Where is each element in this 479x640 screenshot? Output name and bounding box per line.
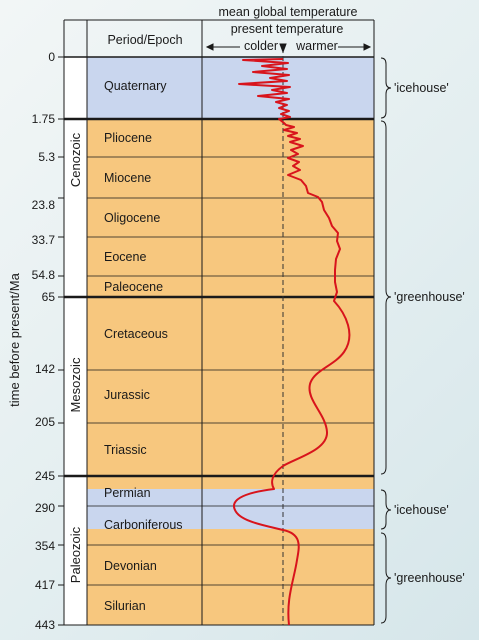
period-label: Carboniferous bbox=[104, 518, 183, 532]
permo-carboniferous-icehouse-band bbox=[87, 489, 374, 529]
tick-label: 417 bbox=[35, 578, 55, 592]
tick-label: 65 bbox=[42, 290, 56, 304]
period-label: Devonian bbox=[104, 559, 157, 573]
tick-label: 33.7 bbox=[32, 233, 56, 247]
climate-state-label: 'icehouse' bbox=[394, 503, 449, 517]
era-column bbox=[64, 57, 87, 625]
tick-label: 245 bbox=[35, 469, 55, 483]
chart-title: mean global temperature bbox=[219, 5, 358, 19]
table-frame bbox=[63, 19, 375, 626]
y-axis-label: time before present/Ma bbox=[7, 272, 22, 406]
row-dividers bbox=[87, 156, 374, 586]
era-label-cenozoic: Cenozoic bbox=[68, 132, 83, 187]
tick-label: 142 bbox=[35, 362, 55, 376]
period-label: Pliocene bbox=[104, 131, 152, 145]
climate-state-label: 'greenhouse' bbox=[394, 290, 465, 304]
period-label: Miocene bbox=[104, 171, 151, 185]
climate-state-label: 'icehouse' bbox=[394, 81, 449, 95]
period-label: Permian bbox=[104, 486, 151, 500]
quaternary-icehouse-band bbox=[87, 57, 374, 119]
colder-label: colder bbox=[244, 39, 278, 53]
period-label: Triassic bbox=[104, 443, 147, 457]
period-label: Silurian bbox=[104, 599, 146, 613]
present-temperature-header: present temperature bbox=[231, 22, 344, 36]
period-label: Quaternary bbox=[104, 79, 167, 93]
climate-state-label: 'greenhouse' bbox=[394, 571, 465, 585]
tick-label: 354 bbox=[35, 539, 55, 553]
tick-label: 54.8 bbox=[32, 268, 56, 282]
tick-label: 290 bbox=[35, 501, 55, 515]
tick-label: 1.75 bbox=[32, 112, 56, 126]
period-epoch-header: Period/Epoch bbox=[107, 33, 182, 47]
time-ticks: 0 1.75 5.3 23.8 33.7 54.8 65 142 205 245… bbox=[32, 50, 56, 632]
colder-arrow-icon bbox=[205, 43, 214, 51]
tick-label: 23.8 bbox=[32, 198, 56, 212]
tick-marks bbox=[58, 56, 64, 626]
tick-label: 205 bbox=[35, 415, 55, 429]
tick-label: 443 bbox=[35, 618, 55, 632]
period-label: Eocene bbox=[104, 250, 146, 264]
era-boundaries bbox=[64, 117, 374, 478]
brace-icon bbox=[380, 489, 392, 530]
period-label: Cretaceous bbox=[104, 327, 168, 341]
period-label: Oligocene bbox=[104, 211, 160, 225]
era-label-paleozoic: Paleozoic bbox=[68, 526, 83, 583]
climate-braces bbox=[380, 57, 392, 624]
period-label: Jurassic bbox=[104, 388, 150, 402]
brace-icon bbox=[380, 120, 392, 475]
period-label: Paleocene bbox=[104, 280, 163, 294]
brace-icon bbox=[380, 532, 392, 624]
tick-label: 0 bbox=[48, 50, 55, 64]
era-label-mesozoic: Mesozoic bbox=[68, 357, 83, 412]
brace-icon bbox=[380, 57, 392, 119]
warmer-arrow-icon bbox=[363, 43, 372, 51]
present-arrow-icon bbox=[279, 43, 287, 54]
header-arrows bbox=[205, 43, 372, 54]
warmer-label: warmer bbox=[295, 39, 338, 53]
tick-label: 5.3 bbox=[38, 150, 55, 164]
temperature-curve bbox=[233, 58, 351, 626]
